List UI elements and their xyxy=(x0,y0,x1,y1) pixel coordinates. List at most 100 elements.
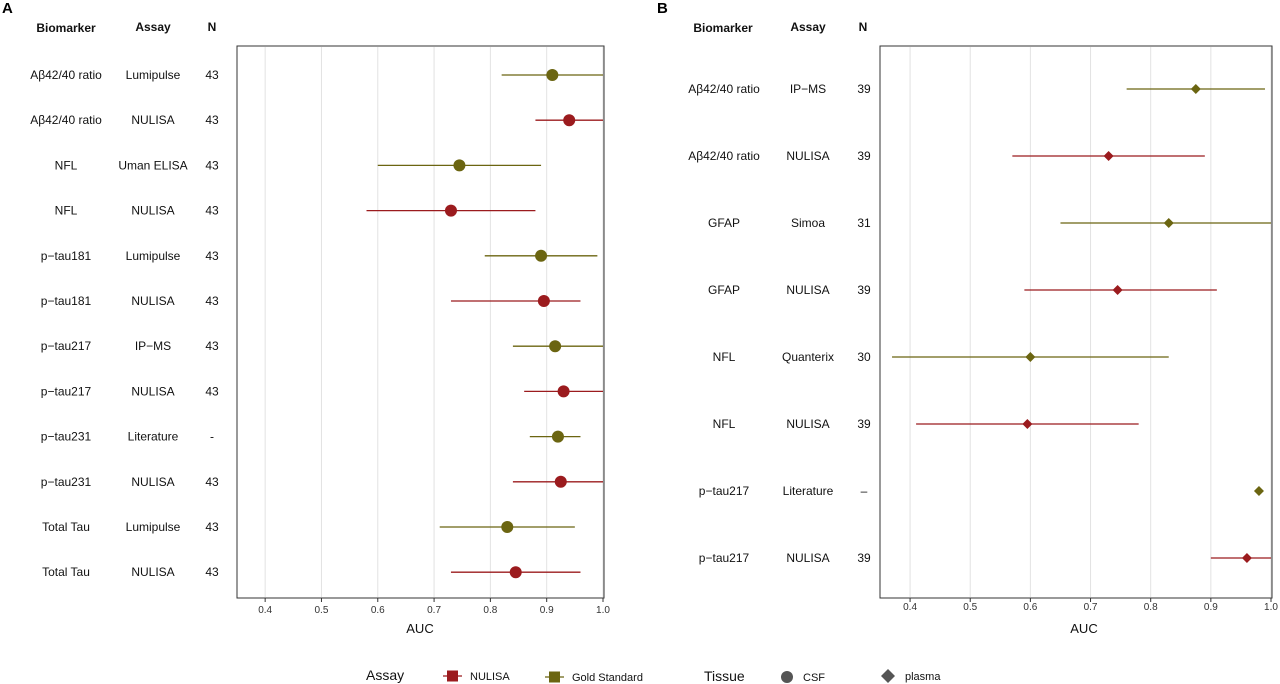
table-cell-biomarker: NFL xyxy=(713,350,736,364)
table-cell-assay: Quanterix xyxy=(782,350,834,364)
point-marker xyxy=(537,295,550,307)
table-cell-assay: Simoa xyxy=(791,216,825,230)
legend-nulisa-label: NULISA xyxy=(470,671,510,683)
table-cell-n: 39 xyxy=(857,283,871,297)
table-cell-n: – xyxy=(861,484,868,498)
point-marker xyxy=(501,521,514,533)
table-cell-assay: NULISA xyxy=(131,204,174,218)
table-cell-biomarker: Total Tau xyxy=(42,520,90,534)
panel-b: B Biomarker Assay N Aβ42/40 ratio IP−MS 39… xyxy=(657,0,1278,636)
point-marker xyxy=(1163,218,1174,228)
table-a: Aβ42/40 ratio Lumipulse 43 Aβ42/40 ratio NUL… xyxy=(30,68,219,579)
table-cell-assay: NULISA xyxy=(786,283,829,297)
point-marker xyxy=(1253,486,1264,496)
table-cell-assay: IP−MS xyxy=(790,82,826,96)
header-n: N xyxy=(208,20,217,34)
legend-item-plasma: plasma xyxy=(881,669,941,683)
table-cell-assay: NULISA xyxy=(131,294,174,308)
x-tick-label: 0.9 xyxy=(540,605,554,616)
table-cell-n: 43 xyxy=(205,204,219,218)
point-marker xyxy=(535,249,548,262)
point-marker xyxy=(1103,151,1114,161)
legend-plasma-diamond xyxy=(881,669,895,683)
legend-gold-swatch xyxy=(549,671,560,683)
table-cell-assay: NULISA xyxy=(131,384,174,398)
table-cell-assay: Lumipulse xyxy=(126,520,181,534)
table-cell-n: 43 xyxy=(205,475,219,489)
point-marker xyxy=(1022,419,1033,429)
table-cell-n: 43 xyxy=(205,249,219,263)
point-marker xyxy=(563,114,576,127)
table-cell-biomarker: Aβ42/40 ratio xyxy=(688,82,760,96)
header-assay: Assay xyxy=(790,20,826,34)
point-marker xyxy=(549,340,562,353)
legend-csf-label: CSF xyxy=(803,672,825,684)
point-marker xyxy=(554,475,567,488)
x-tick-label: 0.4 xyxy=(258,605,272,616)
forest-plot-a: 0.4 0.5 0.6 0.7 0.8 0.9 1.0 AUC xyxy=(236,45,610,636)
point-marker xyxy=(509,566,522,579)
table-cell-biomarker: NFL xyxy=(55,158,78,172)
point-marker xyxy=(1112,285,1123,295)
x-tick-label: 0.5 xyxy=(315,605,329,616)
point-marker xyxy=(1241,553,1252,563)
legend-tissue-title: Tissue xyxy=(704,668,745,684)
x-tick-label: 0.8 xyxy=(483,605,497,616)
table-cell-assay: Lumipulse xyxy=(126,249,181,263)
x-tick-label: 1.0 xyxy=(596,605,610,616)
legend: Assay NULISA Gold Standard Tissue CSF pl… xyxy=(366,667,941,684)
table-cell-n: 39 xyxy=(857,149,871,163)
table-cell-n: 43 xyxy=(205,68,219,82)
x-tick-label: 0.7 xyxy=(1084,602,1098,613)
point-marker xyxy=(551,430,564,443)
legend-item-csf: CSF xyxy=(781,671,825,684)
table-cell-biomarker: NFL xyxy=(55,204,78,218)
table-cell-n: 39 xyxy=(857,417,871,431)
panel-b-label: B xyxy=(657,0,668,17)
legend-assay-title: Assay xyxy=(366,667,404,683)
table-cell-biomarker: p−tau231 xyxy=(41,475,92,489)
legend-item-gold-standard: Gold Standard xyxy=(545,671,643,684)
plot-frame xyxy=(879,45,1273,599)
point-marker xyxy=(444,204,457,217)
table-cell-biomarker: p−tau217 xyxy=(41,384,92,398)
table-cell-n: - xyxy=(210,430,214,444)
header-biomarker: Biomarker xyxy=(693,21,753,35)
header-biomarker: Biomarker xyxy=(36,21,96,35)
x-tick-label: 0.6 xyxy=(371,605,385,616)
header-n: N xyxy=(859,20,868,34)
table-cell-assay: NULISA xyxy=(786,551,829,565)
table-cell-assay: NULISA xyxy=(786,417,829,431)
table-cell-n: 31 xyxy=(857,216,871,230)
panel-a: A Biomarker Assay N Aβ42/40 ratio Lumipul… xyxy=(2,0,610,636)
point-marker xyxy=(546,69,559,81)
legend-csf-circle xyxy=(781,671,793,683)
table-cell-assay: NULISA xyxy=(131,565,174,579)
table-cell-biomarker: GFAP xyxy=(708,283,740,297)
table-cell-n: 43 xyxy=(205,384,219,398)
table-cell-assay: NULISA xyxy=(131,475,174,489)
x-axis-label: AUC xyxy=(406,621,433,636)
table-cell-n: 43 xyxy=(205,339,219,353)
point-marker xyxy=(1190,84,1201,94)
legend-nulisa-swatch xyxy=(447,670,458,682)
table-b: Aβ42/40 ratio IP−MS 39 Aβ42/40 ratio NULISA 3… xyxy=(688,82,871,565)
legend-item-nulisa: NULISA xyxy=(443,670,510,683)
table-cell-biomarker: GFAP xyxy=(708,216,740,230)
legend-plasma-label: plasma xyxy=(905,671,941,683)
table-cell-n: 39 xyxy=(857,551,871,565)
table-cell-assay: Literature xyxy=(128,430,179,444)
table-cell-n: 39 xyxy=(857,82,871,96)
point-marker xyxy=(557,385,570,398)
table-cell-assay: Literature xyxy=(783,484,834,498)
x-tick-label: 0.5 xyxy=(963,602,977,613)
table-cell-assay: Lumipulse xyxy=(126,68,181,82)
table-cell-biomarker: p−tau217 xyxy=(699,484,750,498)
table-cell-n: 43 xyxy=(205,520,219,534)
table-cell-n: 43 xyxy=(205,565,219,579)
table-cell-assay: Uman ELISA xyxy=(118,158,187,172)
x-axis-label: AUC xyxy=(1070,621,1097,636)
plot-frame xyxy=(236,45,605,599)
table-cell-assay: NULISA xyxy=(131,113,174,127)
